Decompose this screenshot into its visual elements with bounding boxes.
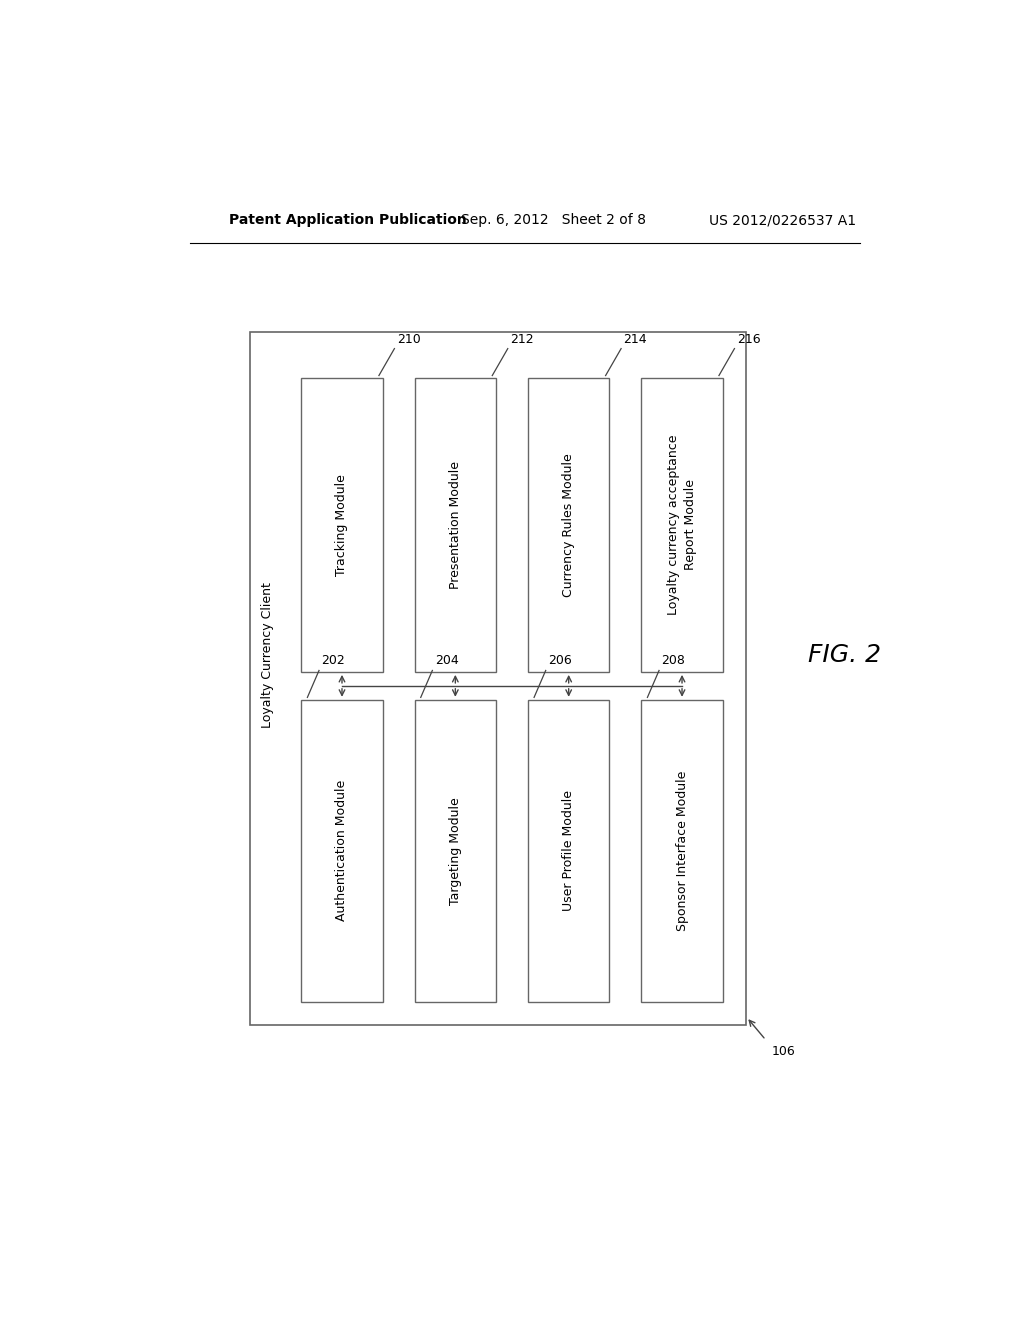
Text: 216: 216 [737,333,761,346]
Text: Currency Rules Module: Currency Rules Module [562,453,575,597]
Bar [528,700,609,1002]
Bar [251,331,746,1024]
Text: 214: 214 [624,333,647,346]
Text: User Profile Module: User Profile Module [562,791,575,911]
Bar [641,700,723,1002]
Text: Loyalty currency acceptance
Report Module: Loyalty currency acceptance Report Modul… [667,434,697,615]
Text: 206: 206 [548,655,571,668]
Bar [528,378,609,672]
Text: Targeting Module: Targeting Module [449,797,462,904]
Text: 212: 212 [510,333,534,346]
Text: 210: 210 [396,333,421,346]
Text: FIG. 2: FIG. 2 [809,643,882,667]
Text: Patent Application Publication: Patent Application Publication [228,213,467,227]
Bar [301,378,383,672]
Text: Loyalty Currency Client: Loyalty Currency Client [261,582,274,729]
Text: Presentation Module: Presentation Module [449,461,462,589]
Text: US 2012/0226537 A1: US 2012/0226537 A1 [710,213,856,227]
Bar [415,378,497,672]
Bar [641,378,723,672]
Text: 106: 106 [771,1045,795,1059]
Text: Sep. 6, 2012   Sheet 2 of 8: Sep. 6, 2012 Sheet 2 of 8 [461,213,646,227]
Text: 208: 208 [662,655,685,668]
Bar [415,700,497,1002]
Text: Sponsor Interface Module: Sponsor Interface Module [676,771,688,931]
Text: Tracking Module: Tracking Module [336,474,348,576]
Bar [301,700,383,1002]
Text: 204: 204 [434,655,459,668]
Text: Authentication Module: Authentication Module [336,780,348,921]
Text: 202: 202 [322,655,345,668]
